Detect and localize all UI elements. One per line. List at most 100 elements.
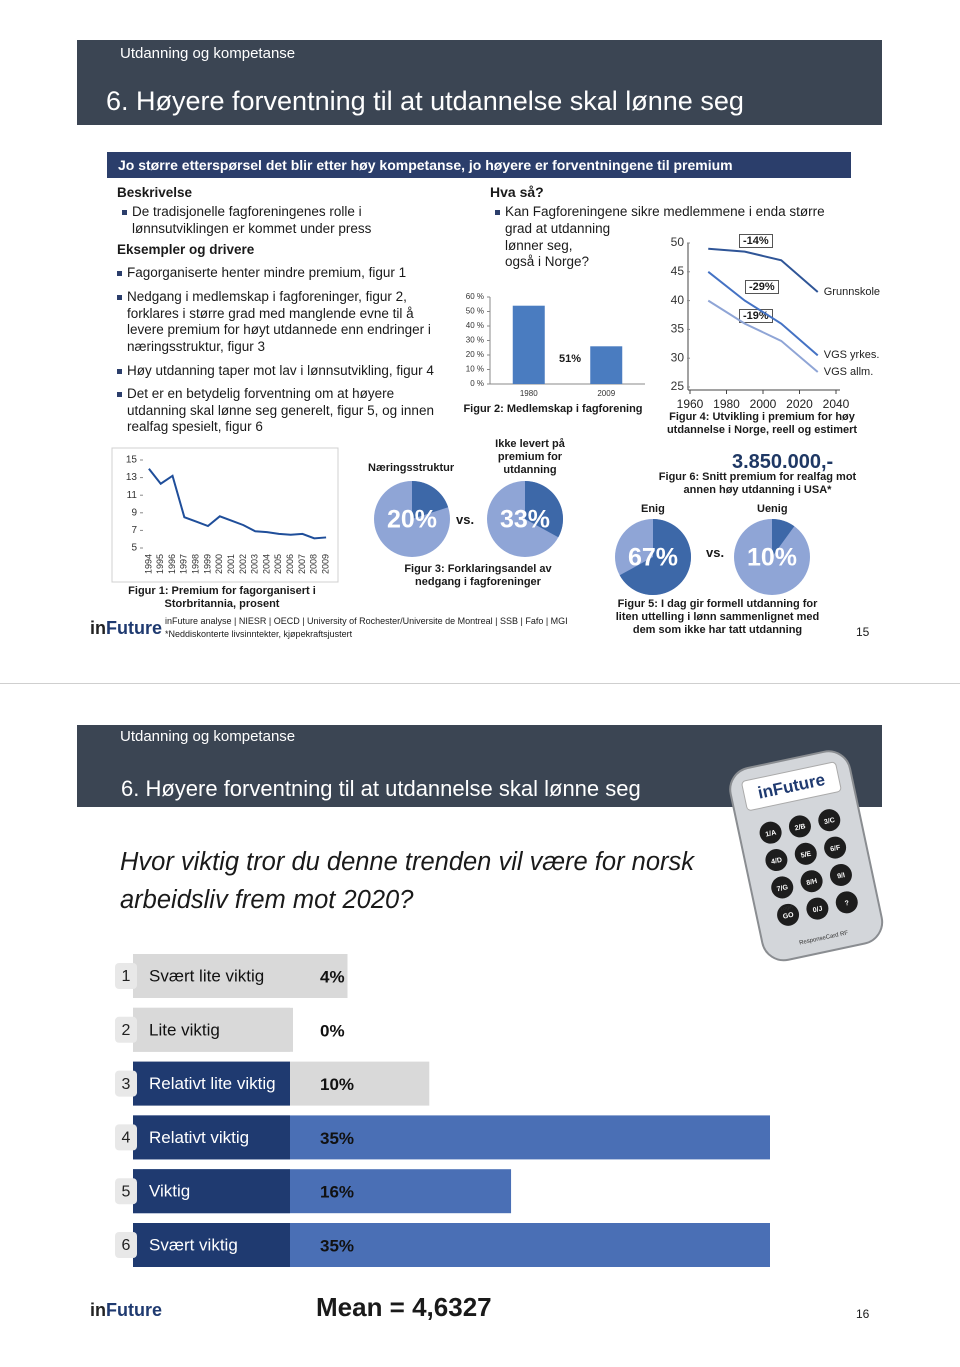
- footnote: *Neddiskonterte livsinntekter, kjøpekraf…: [165, 629, 353, 639]
- y-tick-label: 20 %: [466, 350, 484, 359]
- line: [708, 247, 819, 293]
- pie-slice: [525, 480, 563, 538]
- section-label: Utdanning og kompetanse: [120, 45, 296, 62]
- line: [707, 299, 819, 373]
- subtitle-bar: [107, 152, 851, 178]
- remote-key-label: 1/A: [765, 829, 777, 838]
- x-tick-label: 1980: [520, 389, 538, 398]
- y-tick-label: 11: [127, 490, 138, 501]
- row-number: 4: [122, 1130, 131, 1147]
- x-tick-label: 2004: [261, 554, 271, 574]
- label-box: [133, 1061, 290, 1106]
- remote-key-label: 5/E: [800, 851, 812, 860]
- logo: inFuture: [90, 1300, 162, 1321]
- label-box: [133, 1169, 290, 1214]
- remote-control: inFuture ResponseCard RF 1/A2/B3/C4/D5/E…: [729, 750, 884, 962]
- remote-key: [794, 842, 817, 865]
- y-tick-label: 45: [671, 264, 685, 278]
- remote-key-label: 9/I: [837, 872, 846, 880]
- x-tick-label: 2006: [285, 554, 295, 574]
- remote-key: [829, 863, 852, 886]
- separator: vs.: [456, 512, 475, 527]
- x-tick-label: 1995: [155, 554, 165, 574]
- header-bar: [77, 40, 882, 125]
- y-tick-label: 30 %: [466, 336, 484, 345]
- pie-label: Næringsstruktur: [368, 462, 455, 474]
- category-label: Svært lite viktig: [149, 966, 264, 985]
- value-label: 35%: [320, 1129, 354, 1148]
- label-box: [133, 1007, 290, 1052]
- label-box: [133, 954, 290, 998]
- chart-frame: [111, 447, 339, 583]
- number-box: [115, 1232, 137, 1258]
- y-tick-label: 50 %: [466, 307, 484, 316]
- bullet: De tradisjonelle fagforeningenes rolle i…: [122, 204, 402, 237]
- logo-main: Future: [106, 1300, 162, 1320]
- x-tick-label: 2000: [750, 397, 777, 411]
- x-tick-label: 1997: [179, 554, 189, 574]
- x-tick-label: 2008: [309, 554, 319, 574]
- x-tick-label: 2003: [250, 554, 260, 574]
- remote-key-label: 7/G: [776, 884, 789, 893]
- legend-label: VGS yrkes.: [824, 349, 880, 361]
- logo: inFuture: [90, 618, 162, 639]
- bullet: Fagorganiserte henter mindre premium, fi…: [117, 265, 447, 282]
- line: [148, 468, 327, 540]
- value-label: 0%: [320, 1021, 345, 1040]
- figure-caption: Figur 3: Forklaringsandel av nedgang i f…: [404, 563, 552, 588]
- slide-title: 6. Høyere forventning til at utdannelse …: [121, 776, 641, 801]
- page-number: 16: [856, 1307, 870, 1321]
- x-tick-label: 1980: [713, 397, 740, 411]
- pie-slice: [772, 519, 795, 557]
- x-tick-label: 1996: [167, 554, 177, 574]
- y-tick-label: 10 %: [466, 365, 484, 374]
- section-label: Utdanning og kompetanse: [120, 728, 296, 745]
- figure-value: 3.850.000,-: [732, 451, 834, 473]
- remote-key-label: 3/C: [824, 817, 836, 826]
- section-heading: Hva så?: [490, 184, 544, 200]
- annotation: -19%: [739, 309, 773, 323]
- y-tick-label: 9: [131, 507, 137, 518]
- row-number: 3: [122, 1076, 131, 1093]
- x-tick-label: 2002: [238, 554, 248, 574]
- x-tick-label: 2040: [823, 397, 850, 411]
- remote-key-label: 0/J: [812, 905, 823, 914]
- category-label: Relativt lite viktig: [149, 1074, 276, 1093]
- annotation: 51%: [559, 353, 582, 365]
- category-label: Viktig: [149, 1182, 190, 1201]
- remote-key: [800, 870, 823, 893]
- slide-title: 6. Høyere forventning til at utdannelse …: [106, 86, 744, 116]
- bullet-line: Kan Fagforeningene sikre medlemmene i en…: [505, 204, 825, 219]
- line: [707, 271, 819, 357]
- remote-key: [824, 836, 847, 859]
- value-label: 10%: [747, 544, 797, 572]
- value-label: 4%: [320, 967, 345, 986]
- logo-prefix: in: [90, 618, 106, 638]
- row-number: 2: [122, 1022, 131, 1039]
- pie-label: Uenig: [757, 503, 788, 515]
- annotation: -14%: [739, 234, 773, 248]
- x-tick-label: 2001: [226, 554, 236, 574]
- category-label: Relativt viktig: [149, 1128, 249, 1147]
- remote-brand-box: [741, 761, 842, 811]
- pie-slice: [412, 481, 449, 519]
- value-label: 33%: [500, 506, 550, 534]
- y-tick-label: 40 %: [466, 321, 484, 330]
- row-number: 5: [122, 1183, 131, 1200]
- figure-caption: Figur 4: Utvikling i premium for høy utd…: [666, 411, 858, 436]
- bullet: Nedgang i medlemskap i fagforeninger, fi…: [117, 289, 449, 355]
- number-box: [115, 963, 137, 989]
- value-label: 35%: [320, 1236, 354, 1255]
- legend-label: VGS allm.: [824, 366, 874, 378]
- y-tick-label: 7: [131, 525, 137, 536]
- pie-label: Ikke levert på premium for utdanning: [495, 438, 565, 476]
- bullet: Høy utdanning taper mot lav i lønnsutvik…: [117, 363, 457, 380]
- number-box: [115, 1016, 137, 1043]
- y-tick-label: 40: [671, 293, 685, 307]
- remote-login: Login: [780, 904, 793, 912]
- y-tick-label: 13: [126, 472, 138, 483]
- label-box: [133, 1115, 290, 1160]
